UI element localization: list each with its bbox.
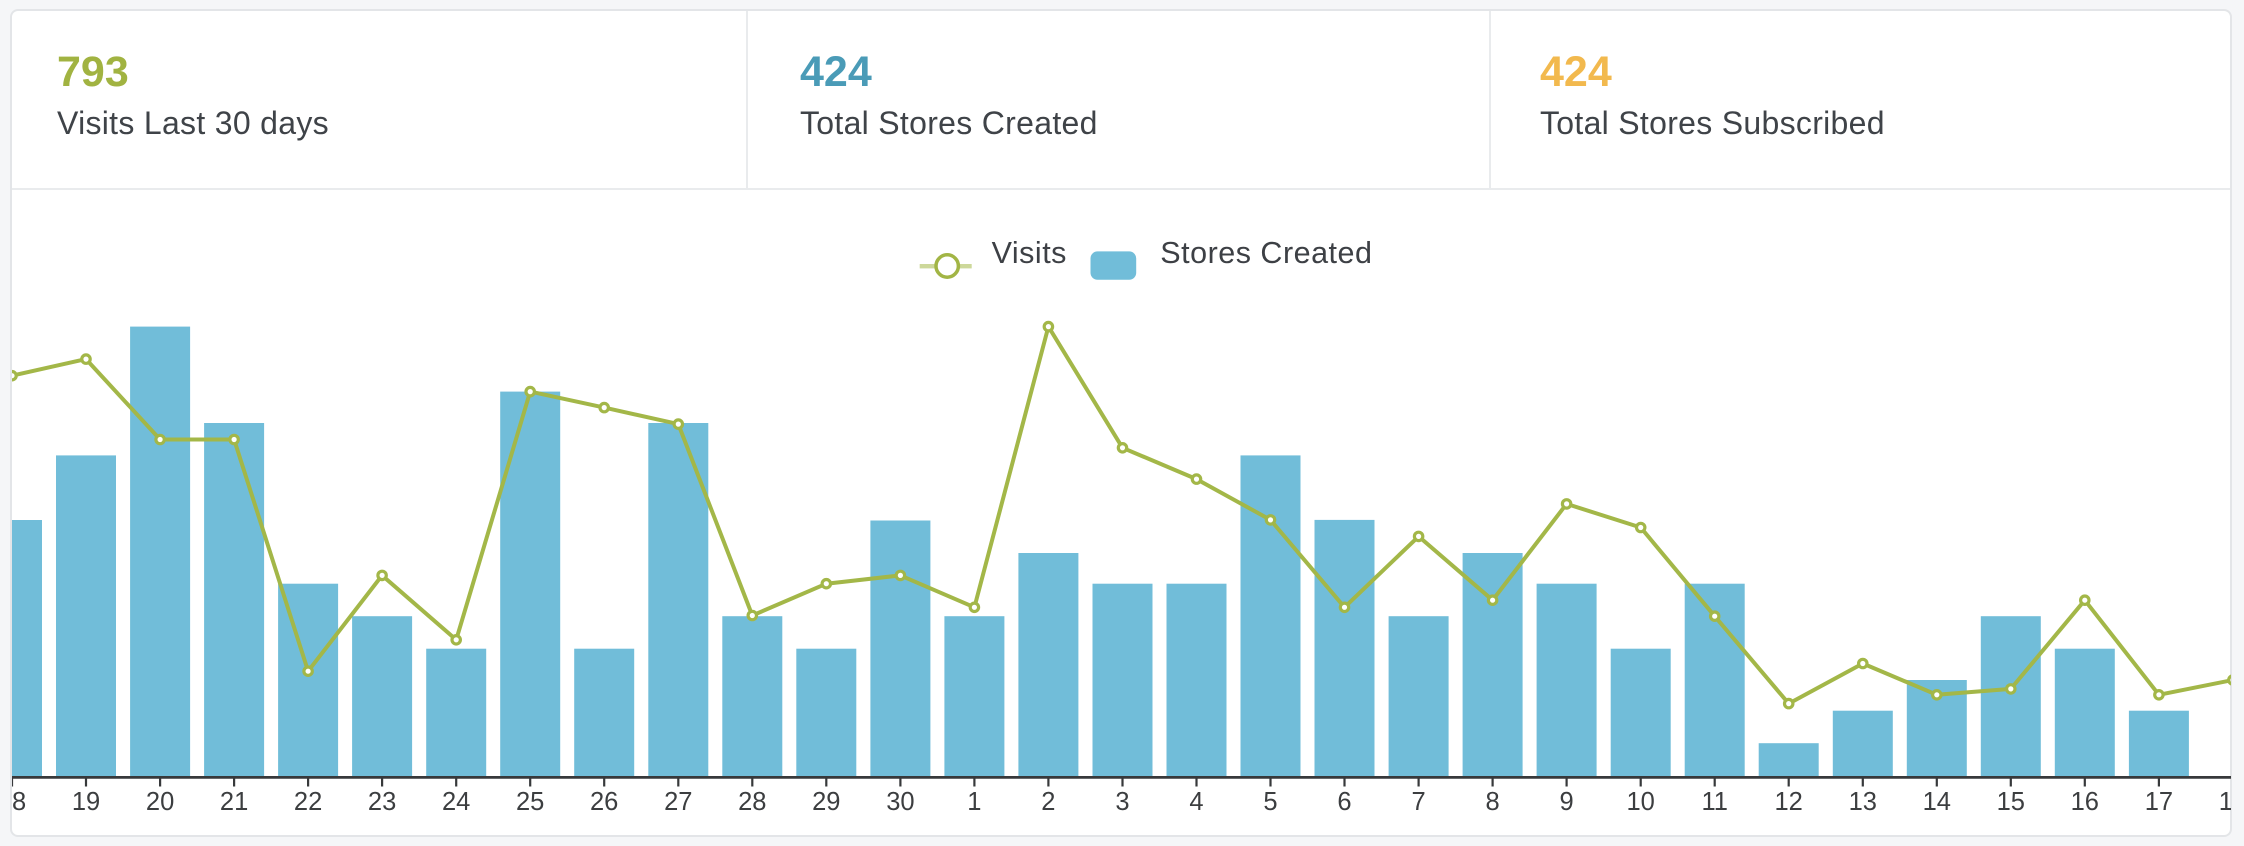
svg-text:23: 23 xyxy=(368,788,396,816)
svg-text:29: 29 xyxy=(812,788,840,816)
svg-text:14: 14 xyxy=(1923,788,1951,816)
svg-text:25: 25 xyxy=(516,788,544,816)
svg-text:6: 6 xyxy=(1337,788,1351,816)
svg-text:16: 16 xyxy=(2071,788,2099,816)
svg-text:22: 22 xyxy=(294,788,322,816)
svg-text:18: 18 xyxy=(2219,788,2244,816)
svg-text:19: 19 xyxy=(72,788,100,816)
svg-text:18: 18 xyxy=(0,788,26,816)
svg-text:20: 20 xyxy=(146,788,174,816)
svg-text:13: 13 xyxy=(1849,788,1877,816)
svg-text:10: 10 xyxy=(1627,788,1655,816)
svg-text:2: 2 xyxy=(1041,788,1055,816)
svg-text:28: 28 xyxy=(738,788,766,816)
svg-text:Visits: Visits xyxy=(992,236,1067,270)
svg-text:8: 8 xyxy=(1486,788,1500,816)
svg-text:27: 27 xyxy=(664,788,692,816)
svg-text:9: 9 xyxy=(1560,788,1574,816)
svg-text:11: 11 xyxy=(1701,788,1727,816)
svg-text:17: 17 xyxy=(2145,788,2173,816)
svg-text:4: 4 xyxy=(1189,788,1203,816)
svg-text:26: 26 xyxy=(590,788,618,816)
svg-text:12: 12 xyxy=(1775,788,1803,816)
svg-text:3: 3 xyxy=(1115,788,1129,816)
svg-text:7: 7 xyxy=(1412,788,1426,816)
svg-text:5: 5 xyxy=(1263,788,1277,816)
svg-text:1: 1 xyxy=(967,788,981,816)
svg-text:Stores Created: Stores Created xyxy=(1160,236,1372,270)
svg-text:30: 30 xyxy=(886,788,914,816)
svg-text:24: 24 xyxy=(442,788,470,816)
svg-text:21: 21 xyxy=(220,788,248,816)
svg-text:15: 15 xyxy=(1997,788,2025,816)
